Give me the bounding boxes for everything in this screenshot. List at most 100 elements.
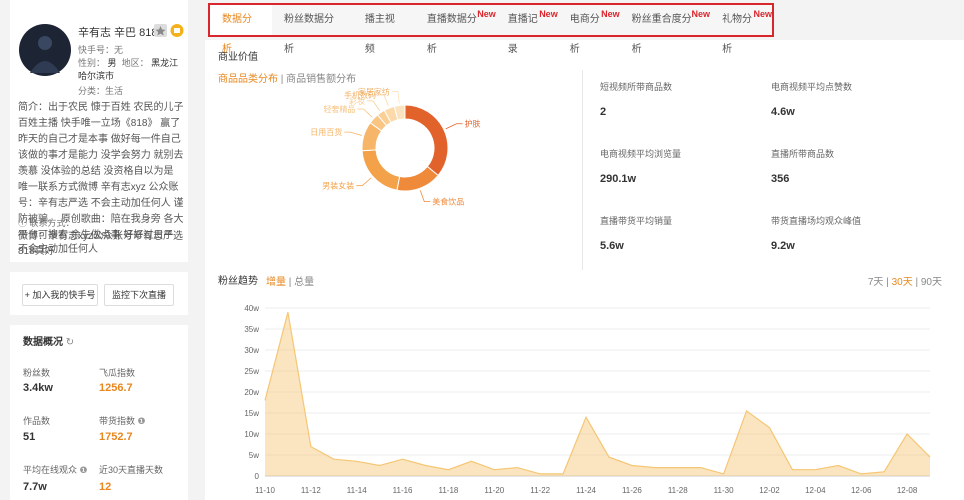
tab-badge: New bbox=[753, 9, 773, 19]
tab-label: 直播数据分析 bbox=[426, 14, 477, 55]
tab[interactable]: 直播数据分析 New bbox=[415, 5, 496, 55]
contact-title: ⓘ 联系方式： bbox=[18, 218, 75, 228]
x-tick-label: 12-04 bbox=[805, 486, 826, 495]
leader-line bbox=[344, 131, 362, 136]
tab[interactable]: 数据分析 bbox=[210, 5, 272, 55]
x-tick-label: 11-20 bbox=[484, 486, 504, 495]
tab-badge: New bbox=[477, 9, 496, 19]
overview-title-text: 数据概况 bbox=[23, 337, 63, 348]
area-chart: 0 5w 10w 15w 20w 25w 30w 35w 40w 11-10 11-12 11-14 1… bbox=[244, 304, 931, 495]
tab-label: 粉丝重合度分析 bbox=[631, 14, 692, 55]
y-tick-label: 20w bbox=[244, 388, 259, 397]
leader-line bbox=[356, 177, 372, 187]
pie-label: 手机数码 bbox=[344, 90, 376, 100]
x-tick-label: 11-24 bbox=[576, 486, 596, 495]
tab[interactable]: 礼物分析 New bbox=[710, 5, 772, 55]
mode-tab[interactable]: 总量 bbox=[294, 277, 315, 288]
x-tick-label: 11-16 bbox=[393, 486, 413, 495]
x-tick-label: 12-02 bbox=[759, 486, 780, 495]
overview-title: 数据概况 ↻ bbox=[23, 337, 75, 348]
business-title: 商业价值 bbox=[218, 52, 258, 63]
business-tab[interactable]: 商品品类分布 bbox=[218, 74, 278, 85]
pie-label: 彩妆 bbox=[349, 96, 365, 106]
stat-value: 1256.7 bbox=[99, 382, 133, 394]
pie-label: 护肤 bbox=[465, 119, 481, 129]
tab-label: 直播记录 bbox=[507, 14, 538, 55]
stat-value: 12 bbox=[99, 481, 112, 493]
x-tick-label: 11-22 bbox=[530, 486, 550, 495]
stat-label-text: 平均在线观众 bbox=[23, 465, 78, 475]
range-tab[interactable]: 7天 bbox=[867, 277, 884, 288]
stat-label: 近30天直播天数 bbox=[99, 465, 164, 475]
y-tick-label: 15w bbox=[244, 409, 259, 418]
gender-label: 性别： bbox=[78, 58, 106, 68]
profile-icons bbox=[154, 24, 184, 37]
stat-label: 带货指数 ❶ bbox=[99, 416, 146, 426]
category: 分类：生活 bbox=[78, 86, 124, 96]
region-label: 地区： bbox=[121, 58, 149, 68]
x-tick-label: 12-08 bbox=[897, 486, 918, 495]
sidebar bbox=[10, 0, 188, 500]
tab[interactable]: 电商分析 New bbox=[558, 5, 620, 55]
stat-label: 粉丝数 bbox=[23, 368, 51, 378]
pie-slice bbox=[396, 165, 439, 192]
stat-value: 4.6w bbox=[771, 106, 795, 118]
y-tick-label: 0 bbox=[255, 472, 260, 481]
monitor-button[interactable]: 监控下次直播 bbox=[104, 284, 174, 306]
contact-title-text: 联系方式： bbox=[29, 218, 75, 228]
x-tick-label: 11-26 bbox=[622, 486, 642, 495]
area bbox=[265, 312, 930, 476]
stat-value: 5.6w bbox=[600, 240, 624, 252]
leader-line bbox=[366, 100, 381, 112]
pie-slice bbox=[404, 104, 449, 177]
tab-badge: New bbox=[539, 9, 558, 19]
avatar bbox=[19, 24, 71, 76]
trend-ranges: 7天 | 30天 | 90天 bbox=[867, 277, 942, 288]
tab-bar: 数据分析 粉丝数据分析 播主视频 直播数据分析 New 直播记录 New 电商分析 New 粉丝重… bbox=[208, 3, 774, 55]
x-tick-label: 11-10 bbox=[255, 486, 275, 495]
range-tab[interactable]: 30天 bbox=[891, 277, 913, 288]
tab-label: 数据分析 bbox=[222, 14, 252, 55]
tab[interactable]: 播主视频 bbox=[353, 5, 415, 55]
trend-modes: 增量 | 总量 bbox=[266, 277, 315, 288]
x-tick-label: 12-06 bbox=[851, 486, 872, 495]
y-tick-label: 40w bbox=[244, 304, 259, 313]
tab-badge: New bbox=[691, 9, 711, 19]
stat-value: 7.7w bbox=[23, 481, 47, 493]
x-tick-label: 11-12 bbox=[301, 486, 321, 495]
tab-label: 电商分析 bbox=[569, 14, 600, 55]
kuaishou-id: 快手号：无 bbox=[78, 45, 124, 55]
pie-label: 日用百货 bbox=[310, 127, 342, 137]
profile-meta: 性别： 男 地区： 黑龙江 哈尔滨市 bbox=[78, 57, 186, 83]
pie-label: 男装女装 bbox=[322, 181, 354, 191]
mode-tab[interactable]: 增量 bbox=[266, 277, 286, 288]
contact: 微博：辛有志xyz公众账号辛有志严选不会主动加任何人 bbox=[18, 231, 183, 255]
add-button[interactable]: + 加入我的快手号 bbox=[22, 284, 98, 306]
tab[interactable]: 粉丝数据分析 bbox=[272, 5, 353, 55]
range-tab[interactable]: 90天 bbox=[920, 277, 942, 288]
main-panel bbox=[205, 40, 964, 500]
y-tick-label: 5w bbox=[249, 451, 259, 460]
x-tick-label: 11-30 bbox=[714, 486, 734, 495]
business-tab[interactable]: 商品销售额分布 bbox=[286, 74, 357, 85]
tab-label: 粉丝数据分析 bbox=[283, 14, 334, 55]
leader-line bbox=[419, 190, 431, 203]
gender: 男 bbox=[107, 58, 117, 68]
pie-label: 轻奢精品 bbox=[323, 104, 355, 114]
y-tick-label: 25w bbox=[244, 367, 259, 376]
stat-value: 3.4kw bbox=[23, 382, 53, 394]
stat-value: 356 bbox=[771, 173, 790, 185]
stat-label: 短视频所带商品数 bbox=[600, 82, 673, 92]
tab[interactable]: 粉丝重合度分析 New bbox=[620, 5, 710, 55]
leader-line bbox=[357, 108, 373, 118]
stat-label: 作品数 bbox=[23, 416, 51, 426]
tab[interactable]: 直播记录 New bbox=[496, 5, 558, 55]
trend-title: 粉丝趋势 bbox=[218, 276, 258, 287]
stat-label: 飞瓜指数 bbox=[99, 368, 136, 378]
stat-value: 2 bbox=[600, 106, 607, 118]
line bbox=[264, 312, 931, 475]
tab-label: 礼物分析 bbox=[722, 14, 753, 55]
pie-slice bbox=[361, 149, 401, 191]
